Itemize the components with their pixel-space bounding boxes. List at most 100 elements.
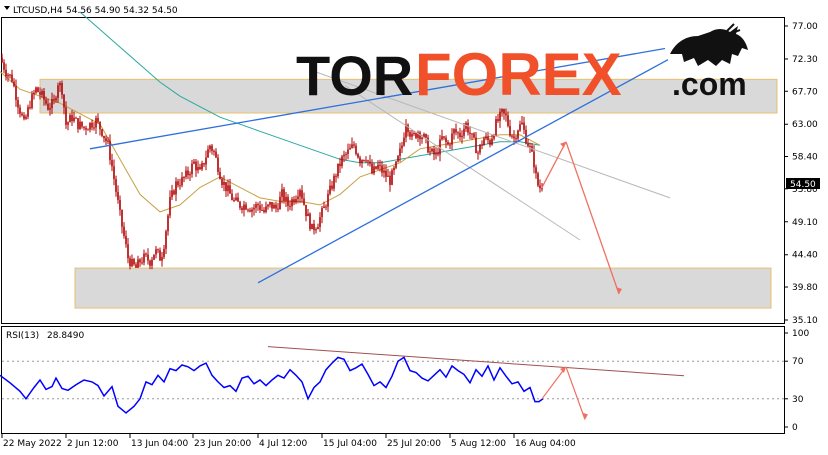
candle-body [37,87,39,93]
candle-body [251,209,253,212]
candle-body [319,217,321,228]
candle-body [145,253,147,255]
candle-body [315,229,317,231]
candle-body [403,137,405,146]
candle-body [477,152,479,154]
candle-body [463,128,465,136]
rsi-forecast-down [565,366,586,420]
rsi-trend-line [267,346,685,377]
candle-body [495,119,497,136]
candle-body [487,136,489,141]
candle-body [135,264,137,268]
candle-body [279,196,281,210]
candle-body [377,164,379,169]
candle-body [467,122,469,133]
candle-body [109,140,111,161]
candle-body [535,167,537,174]
candle-body [21,113,23,116]
rsi-tick-label: 30 [792,395,804,405]
candle-body [209,145,211,150]
time-tick-label: 13 Jun 04:00 [131,439,188,449]
candle-body [527,143,529,147]
candle-body [325,206,327,208]
candle-body [283,189,285,201]
candle-body [125,235,127,245]
candle-body [395,161,397,168]
candle-body [137,259,139,268]
candle-body [71,115,73,122]
candle-body [435,152,437,155]
candle-body [415,132,417,138]
candle-body [381,165,383,173]
price-tick-label: 49.10 [792,218,818,228]
candle-body [267,204,269,207]
candle-body [77,118,79,129]
candle-body [505,113,507,116]
candle-body [337,163,339,177]
candle-body [333,175,335,189]
candle-body [433,148,435,155]
candle-body [513,136,515,139]
candle-body [405,124,407,138]
candle-body [385,170,387,177]
price-tick-label: 58.40 [792,153,818,163]
candle-body [133,259,135,265]
candle-body [469,132,471,134]
candle-body [249,210,251,212]
candle-body [479,144,481,153]
candle-body [53,99,55,101]
candle-body [379,164,381,166]
candle-body [23,115,25,119]
candle-body [55,98,57,101]
forecast-arrow-down [565,141,620,295]
trend-line-grey-1 [344,85,581,241]
channel-line-0 [89,47,666,150]
rsi-tick-label: 0 [792,423,798,433]
collapse-triangle-icon[interactable] [4,6,10,10]
candle-body [357,153,359,158]
candle-body [173,190,175,195]
candle-body [149,260,151,266]
candle-body [373,166,375,174]
candle-body [213,150,215,152]
candle-body [81,121,83,127]
candle-body [241,207,243,210]
candle-body [1,57,3,63]
candle-body [401,145,403,149]
candle-body [493,135,495,139]
candle-body [427,137,429,153]
candle-body [499,111,501,121]
candle-body [367,160,369,162]
candle-body [33,92,35,95]
candle-body [229,185,231,194]
candle-body [345,153,347,155]
candle-body [169,197,171,216]
candle-body [95,118,97,128]
candle-body [313,223,315,231]
candle-body [121,209,123,227]
bull-icon [670,23,748,66]
candle-body [491,138,493,145]
candle-body [89,122,91,130]
candle-body [293,199,295,203]
candle-body [515,138,517,140]
candle-body [375,166,377,169]
candle-body [19,107,21,114]
candle-body [235,197,237,200]
candle-body [421,137,423,140]
candle-body [207,149,209,158]
candle-body [371,163,373,174]
rsi-tick-label: 70 [792,357,804,367]
rsi-indicator-name: RSI(13) [6,331,39,341]
candle-body [485,136,487,139]
candle-body [297,196,299,199]
candle-body [179,185,181,187]
candle-body [397,155,399,162]
rsi-line [0,356,544,414]
candle-body [9,74,11,76]
arrow-head-up [560,141,566,148]
candle-body [69,115,71,123]
candle-body [423,134,425,138]
candle-body [335,175,337,177]
candle-body [453,129,455,134]
